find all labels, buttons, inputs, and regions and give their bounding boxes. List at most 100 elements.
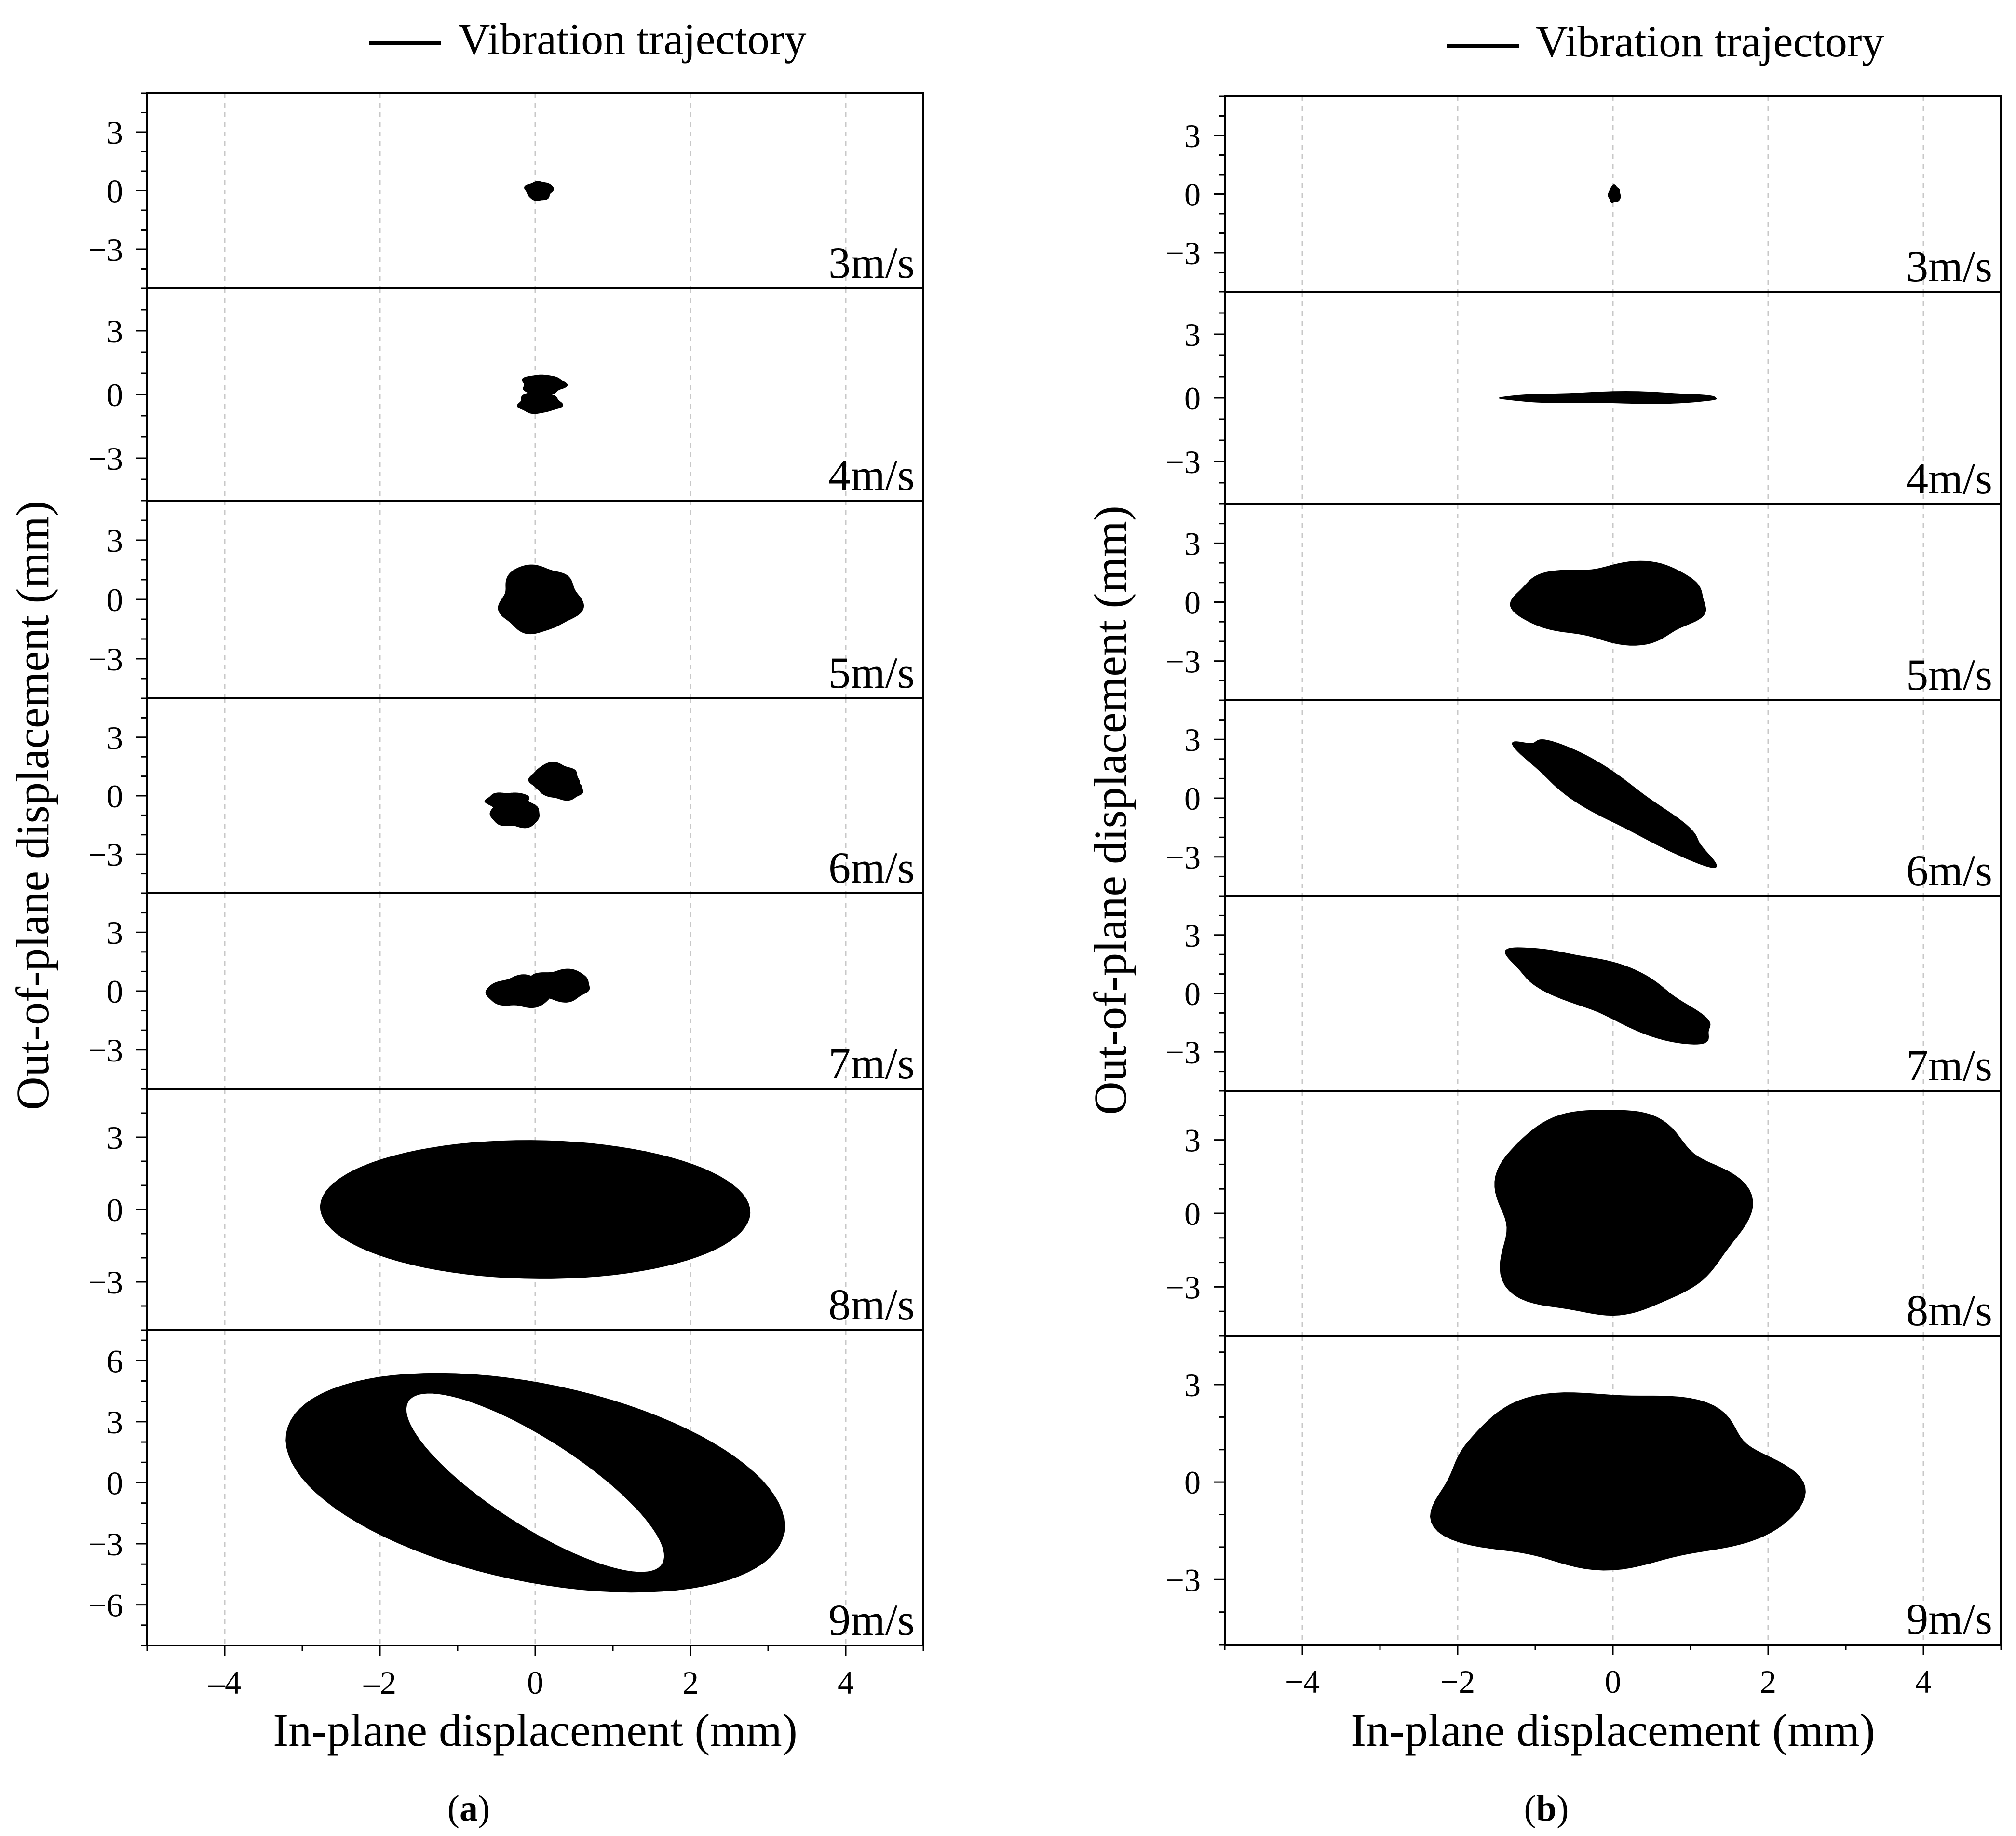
subplot-9m-per-s: −3 0 3 9m/s (1166, 1335, 2002, 1646)
y-tick-label: 6 (107, 1343, 123, 1379)
trajectory-group (1505, 947, 1711, 1045)
y-tick-label: 3 (107, 1404, 123, 1441)
y-tick-label: 3 (1184, 1367, 1201, 1403)
subplot-7m-per-s: −3 0 3 7m/s (88, 892, 924, 1090)
speed-label: 9m/s (1906, 1594, 1992, 1644)
y-tick-label: −3 (88, 1032, 123, 1069)
x-tick-label: 0 (1605, 1663, 1621, 1700)
y-tick-label: 3 (1184, 1122, 1201, 1159)
subplot-7m-per-s: −3 0 3 7m/s (1166, 895, 2002, 1092)
speed-label: 3m/s (828, 238, 915, 287)
y-tick-label: 0 (1184, 177, 1201, 213)
y-tick-label: 3 (107, 522, 123, 559)
trajectory-lobe (539, 779, 583, 801)
x-tick-label: –2 (363, 1664, 396, 1701)
y-tick-label: −3 (1166, 839, 1201, 876)
y-tick-label: 0 (107, 778, 123, 815)
trajectory-group (1430, 1392, 1806, 1571)
y-tick-label: 0 (107, 973, 123, 1010)
subplot-9m-per-s: −6 −3 0 3 6 9m/s (88, 1329, 924, 1646)
trajectory-mark (498, 564, 584, 635)
subplot-4m-per-s: −3 0 3 4m/s (1166, 291, 2002, 505)
x-tick-label: 4 (838, 1664, 854, 1701)
y-tick-label: −3 (88, 231, 123, 268)
x-tick-label: 4 (1915, 1663, 1932, 1700)
y-tick-label: −3 (88, 440, 123, 477)
trajectory-group (285, 1373, 785, 1593)
speed-label: 4m/s (828, 450, 915, 500)
y-tick-label: −3 (1166, 444, 1201, 480)
subplot-5m-per-s: −3 0 3 5m/s (1166, 503, 2002, 701)
speed-label: 6m/s (828, 843, 915, 892)
y-tick-label: 3 (1184, 525, 1201, 562)
speed-label: 8m/s (1906, 1286, 1992, 1335)
subplot-8m-per-s: −3 0 3 8m/s (88, 1088, 924, 1331)
trajectory-mark (320, 1140, 751, 1279)
y-tick-label: 3 (1184, 118, 1201, 154)
panel-letter: b (1536, 1788, 1556, 1829)
subplot-3m-per-s: −3 0 3 3m/s (1166, 95, 2002, 293)
trajectory-group (1512, 739, 1717, 868)
speed-label: 7m/s (828, 1039, 915, 1088)
legend-label: Vibration trajectory (458, 14, 807, 64)
panel-a: Vibration trajectory −3 0 3 3m/s −3 0 3 4m/s −3 0 3… (7, 14, 924, 1829)
y-tick-label: 3 (1184, 721, 1201, 758)
trajectory-mark (1494, 1110, 1753, 1316)
y-tick-label: −3 (88, 836, 123, 873)
subplot-8m-per-s: −3 0 3 8m/s (1166, 1090, 2002, 1337)
y-tick-label: 0 (1184, 1196, 1201, 1232)
panel-caption-close: ) (478, 1788, 490, 1829)
y-tick-label: 3 (1184, 917, 1201, 954)
trajectory-mark (1512, 739, 1717, 868)
trajectory-mark (285, 1373, 785, 1593)
trajectory-group (524, 181, 554, 201)
y-tick-label: −3 (88, 1526, 123, 1563)
trajectory-lobe (522, 374, 568, 396)
panel-b: Vibration trajectory −3 0 3 3m/s −3 0 3 4m/s −3 0 3… (1084, 17, 2002, 1829)
speed-label: 5m/s (1906, 650, 1992, 699)
speed-label: 4m/s (1906, 454, 1992, 503)
y-tick-label: 0 (107, 1465, 123, 1501)
speed-label: 3m/s (1906, 242, 1992, 291)
y-tick-label: −3 (1166, 235, 1201, 272)
speed-label: 8m/s (828, 1280, 915, 1329)
y-tick-label: 0 (107, 377, 123, 413)
y-tick-label: 0 (1184, 585, 1201, 621)
x-axis-title: In-plane displacement (mm) (1351, 1704, 1875, 1756)
trajectory-group (517, 374, 568, 414)
trajectory-group (320, 1140, 751, 1279)
trajectory-lobe (517, 392, 564, 414)
y-tick-label: 0 (107, 173, 123, 210)
y-tick-label: 3 (107, 313, 123, 350)
y-tick-label: −3 (1166, 643, 1201, 680)
subplot-4m-per-s: −3 0 3 4m/s (88, 287, 924, 502)
x-axis-title: In-plane displacement (mm) (273, 1704, 798, 1756)
x-tick-label: –4 (208, 1664, 241, 1701)
trajectory-group (485, 968, 590, 1008)
panel-caption: (b) (1524, 1788, 1569, 1829)
speed-label: 5m/s (828, 648, 915, 697)
y-tick-label: −3 (1166, 1269, 1201, 1306)
subplot-3m-per-s: −3 0 3 3m/s (88, 92, 924, 289)
y-tick-label: 0 (1184, 380, 1201, 417)
y-tick-label: −6 (88, 1587, 123, 1624)
x-tick-label: 2 (1760, 1663, 1776, 1700)
y-tick-label: 3 (107, 720, 123, 756)
subplot-5m-per-s: −3 0 3 5m/s (88, 500, 924, 699)
panel-letter: a (460, 1788, 478, 1829)
y-axis-title: Out-of-plane displacement (mm) (1084, 505, 1136, 1115)
trajectory-mark (1608, 184, 1621, 203)
y-tick-label: −3 (1166, 1034, 1201, 1071)
y-tick-label: 0 (1184, 780, 1201, 817)
speed-label: 7m/s (1906, 1041, 1992, 1090)
y-tick-label: 3 (107, 914, 123, 951)
trajectory-group (1608, 184, 1621, 203)
panel-caption-open: ( (1524, 1788, 1536, 1829)
legend-label: Vibration trajectory (1536, 17, 1884, 66)
y-tick-label: −3 (88, 641, 123, 678)
trajectory-lobe (484, 792, 530, 813)
trajectory-mark (1505, 947, 1711, 1045)
y-tick-label: 0 (1184, 976, 1201, 1012)
x-tick-label: −2 (1440, 1663, 1475, 1700)
